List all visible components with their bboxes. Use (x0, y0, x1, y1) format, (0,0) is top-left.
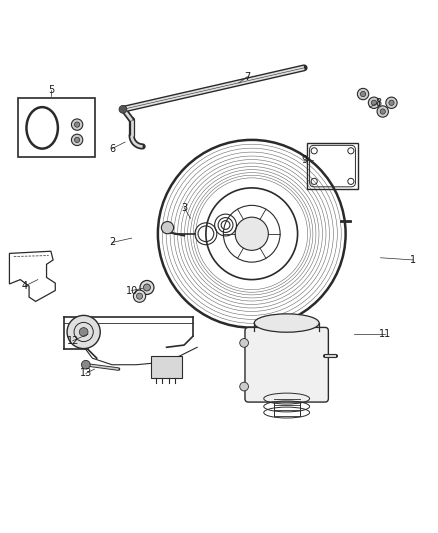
Circle shape (74, 138, 80, 142)
Circle shape (137, 293, 143, 299)
Circle shape (140, 280, 154, 294)
Circle shape (134, 290, 146, 302)
Text: 10: 10 (126, 286, 138, 295)
Text: 1: 1 (410, 255, 417, 265)
FancyBboxPatch shape (245, 327, 328, 402)
Text: 3: 3 (181, 203, 187, 213)
Circle shape (368, 97, 380, 108)
Circle shape (240, 338, 248, 348)
Circle shape (371, 100, 377, 106)
Circle shape (81, 360, 90, 369)
Text: 13: 13 (80, 368, 92, 378)
Circle shape (67, 316, 100, 349)
FancyBboxPatch shape (151, 356, 182, 378)
Text: 11: 11 (379, 329, 391, 339)
Circle shape (386, 97, 397, 108)
Circle shape (357, 88, 369, 100)
Circle shape (377, 106, 389, 117)
Circle shape (380, 109, 385, 114)
Circle shape (240, 382, 248, 391)
Text: 9: 9 (301, 155, 307, 165)
Circle shape (235, 217, 268, 251)
Text: 8: 8 (375, 98, 381, 108)
Circle shape (360, 92, 366, 96)
Circle shape (74, 122, 80, 127)
Circle shape (119, 106, 127, 113)
Circle shape (389, 100, 394, 106)
Circle shape (71, 134, 83, 146)
Text: 7: 7 (244, 71, 251, 82)
Text: 2: 2 (109, 238, 115, 247)
Circle shape (79, 328, 88, 336)
Text: 12: 12 (67, 336, 79, 346)
Circle shape (71, 119, 83, 130)
Text: 4: 4 (21, 281, 28, 291)
Circle shape (144, 284, 150, 291)
Text: 6: 6 (109, 143, 115, 154)
Text: 5: 5 (48, 85, 54, 95)
Circle shape (161, 222, 173, 234)
Ellipse shape (254, 314, 319, 332)
